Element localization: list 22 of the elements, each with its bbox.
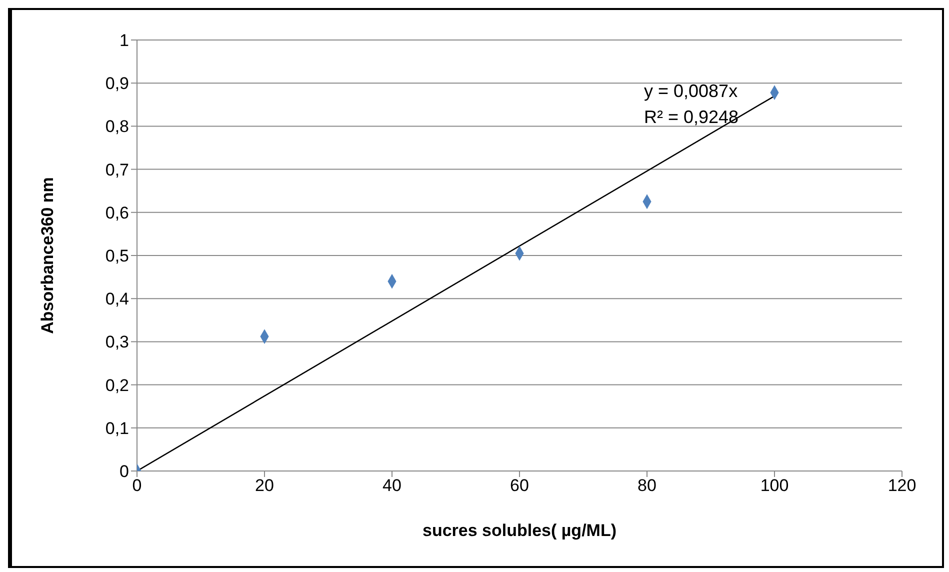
y-tick-label: 0,6 [105, 203, 129, 222]
y-tick-label: 0,9 [105, 74, 129, 94]
y-tick-label: 0,3 [105, 332, 129, 352]
annotation: R² = 0,9248 [644, 106, 739, 129]
y-tick-label: 0,5 [105, 246, 129, 266]
x-tick-label: 60 [510, 476, 529, 496]
x-tick-label: 0 [132, 476, 142, 496]
x-tick-label: 80 [638, 476, 656, 496]
y-tick-label: 0,8 [105, 117, 129, 136]
y-tick-label: 0,7 [105, 160, 129, 180]
x-tick-label: 100 [760, 476, 789, 496]
y-tick-label: 0,1 [105, 418, 129, 438]
y-tick-label: 1 [120, 31, 129, 50]
y-tick-label: 0,2 [105, 376, 129, 395]
x-axis-title: sucres solubles( µg/ML) [422, 521, 616, 540]
x-tick-label: 20 [255, 476, 274, 496]
x-tick-label: 40 [382, 476, 402, 496]
y-tick-label: 0 [120, 462, 129, 482]
x-tick-label: 120 [888, 476, 916, 496]
annotation: y = 0,0087x [644, 80, 739, 103]
y-tick-label: 0,4 [105, 290, 129, 309]
y-axis-title: Absorbance360 nm [38, 177, 58, 334]
